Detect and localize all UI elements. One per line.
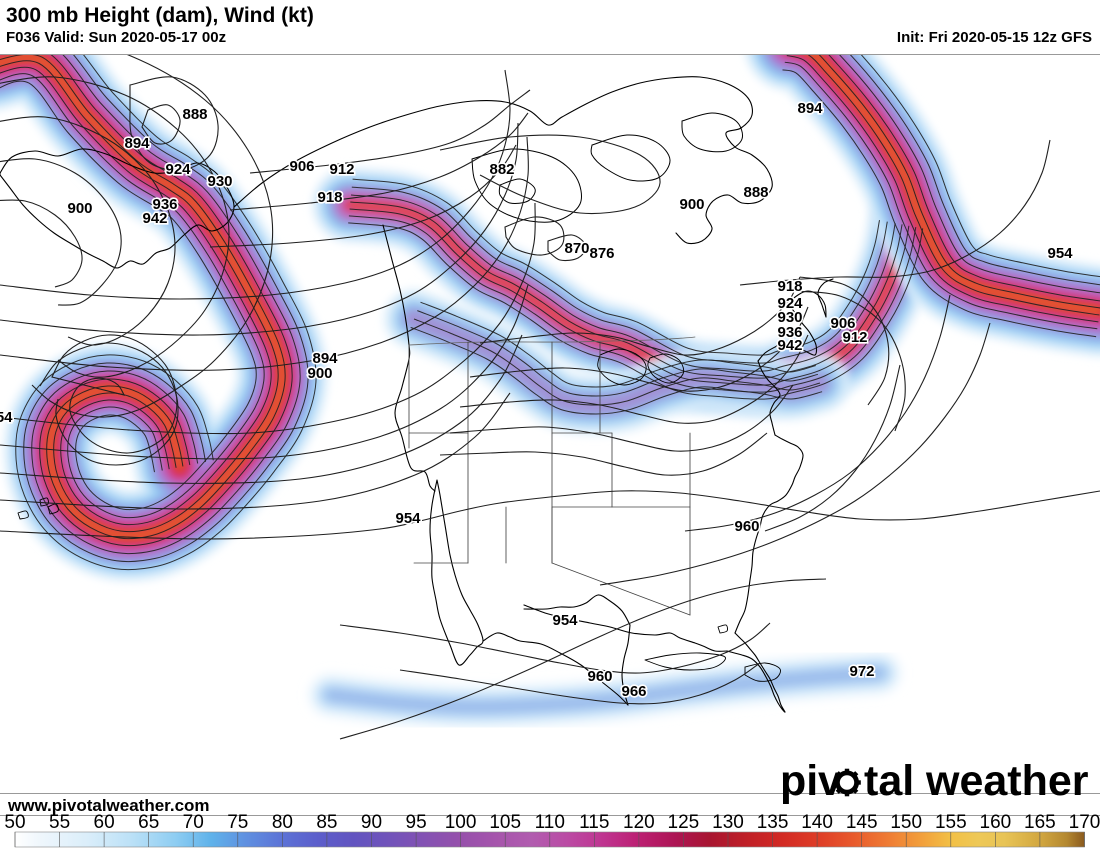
svg-text:135: 135 bbox=[757, 814, 789, 833]
svg-text:75: 75 bbox=[227, 814, 248, 833]
svg-text:100: 100 bbox=[445, 814, 477, 833]
svg-text:80: 80 bbox=[272, 814, 293, 833]
svg-text:888: 888 bbox=[182, 106, 207, 123]
svg-text:876: 876 bbox=[589, 245, 614, 262]
svg-text:966: 966 bbox=[621, 683, 646, 700]
svg-text:912: 912 bbox=[329, 161, 354, 178]
svg-text:165: 165 bbox=[1024, 814, 1056, 833]
svg-text:882: 882 bbox=[489, 161, 514, 178]
svg-text:870: 870 bbox=[564, 240, 589, 257]
svg-text:125: 125 bbox=[668, 814, 700, 833]
svg-text:65: 65 bbox=[138, 814, 159, 833]
svg-text:pi: pi bbox=[780, 764, 818, 804]
svg-text:954: 954 bbox=[1047, 245, 1073, 262]
svg-text:105: 105 bbox=[489, 814, 521, 833]
svg-text:954: 954 bbox=[0, 409, 13, 426]
svg-text:150: 150 bbox=[890, 814, 922, 833]
svg-text:85: 85 bbox=[316, 814, 337, 833]
svg-text:weather: weather bbox=[925, 764, 1089, 804]
svg-text:888: 888 bbox=[743, 184, 768, 201]
svg-text:954: 954 bbox=[552, 612, 578, 629]
svg-text:90: 90 bbox=[361, 814, 382, 833]
svg-text:155: 155 bbox=[935, 814, 967, 833]
svg-text:972: 972 bbox=[849, 663, 874, 680]
svg-text:140: 140 bbox=[801, 814, 833, 833]
svg-text:900: 900 bbox=[307, 365, 332, 382]
svg-text:95: 95 bbox=[406, 814, 427, 833]
svg-text:960: 960 bbox=[587, 668, 612, 685]
svg-text:tal: tal bbox=[864, 764, 914, 804]
svg-text:906: 906 bbox=[289, 158, 314, 175]
svg-text:954: 954 bbox=[395, 510, 421, 527]
svg-text:894: 894 bbox=[124, 135, 150, 152]
svg-text:918: 918 bbox=[777, 278, 802, 295]
svg-text:120: 120 bbox=[623, 814, 655, 833]
svg-text:900: 900 bbox=[67, 200, 92, 217]
svg-text:942: 942 bbox=[142, 210, 167, 227]
svg-text:145: 145 bbox=[846, 814, 878, 833]
svg-text:160: 160 bbox=[980, 814, 1012, 833]
svg-text:960: 960 bbox=[734, 518, 759, 535]
svg-text:930: 930 bbox=[207, 173, 232, 190]
svg-text:900: 900 bbox=[679, 196, 704, 213]
svg-text:70: 70 bbox=[183, 814, 204, 833]
svg-text:50: 50 bbox=[4, 814, 25, 833]
svg-text:60: 60 bbox=[94, 814, 115, 833]
svg-text:55: 55 bbox=[49, 814, 70, 833]
svg-text:912: 912 bbox=[842, 329, 867, 346]
svg-text:924: 924 bbox=[165, 161, 191, 178]
svg-text:894: 894 bbox=[797, 100, 823, 117]
svg-text:115: 115 bbox=[579, 814, 609, 833]
svg-text:942: 942 bbox=[777, 337, 802, 354]
svg-text:170: 170 bbox=[1069, 814, 1100, 833]
svg-text:918: 918 bbox=[317, 189, 342, 206]
svg-text:110: 110 bbox=[535, 814, 565, 833]
svg-text:130: 130 bbox=[712, 814, 744, 833]
